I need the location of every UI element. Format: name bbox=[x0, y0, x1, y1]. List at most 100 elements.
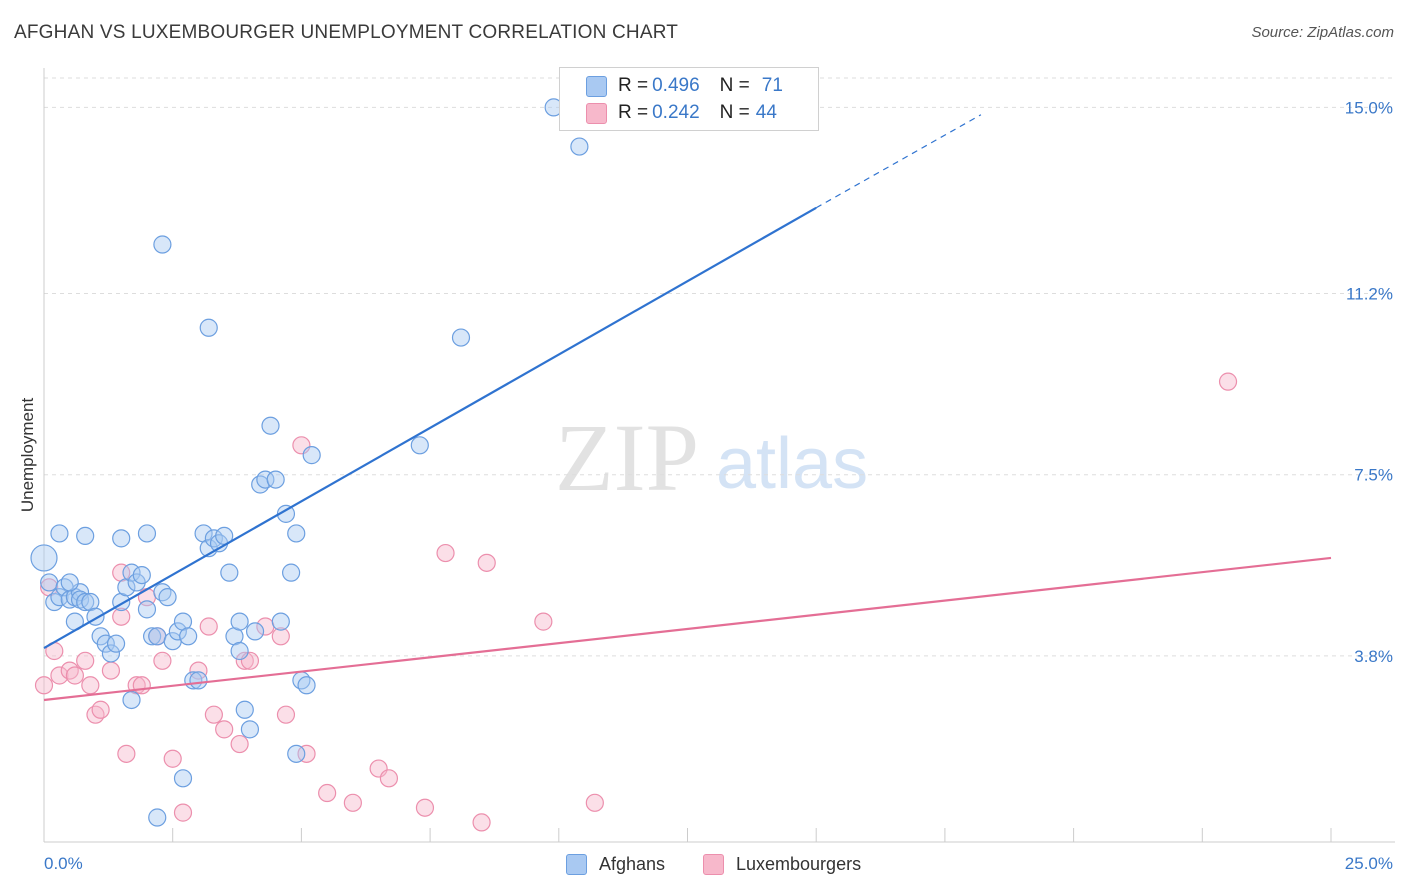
lux-point-6 bbox=[81, 676, 100, 695]
lux-point-20 bbox=[189, 661, 208, 680]
watermark: ZIP atlas bbox=[555, 404, 868, 511]
lux-point-37 bbox=[436, 543, 455, 563]
y-tick-label-2: 11.2% bbox=[1346, 284, 1393, 303]
afghans-point-51 bbox=[282, 563, 301, 582]
afghans-point-24 bbox=[143, 627, 162, 646]
afghans-point-0 bbox=[30, 544, 58, 572]
afghans-point-23 bbox=[137, 600, 157, 619]
legend-afghans-r-label: R = bbox=[618, 75, 649, 96]
lux-point-41 bbox=[585, 793, 604, 812]
lux-point-43 bbox=[34, 676, 54, 695]
afghans-point-44 bbox=[245, 622, 265, 641]
afghans-point-22 bbox=[132, 565, 151, 585]
bottom-legend-afghans: Afghans bbox=[566, 852, 665, 876]
luxembourgers-points bbox=[34, 372, 1238, 832]
luxembourgers-trend-line bbox=[43, 556, 1332, 702]
lux-point-33 bbox=[343, 793, 362, 812]
lux-point-19 bbox=[173, 803, 193, 822]
legend-lux-n-value: 44 bbox=[755, 102, 777, 123]
lux-point-14 bbox=[132, 676, 151, 695]
x-tick-label-max: 25.0% bbox=[1345, 854, 1393, 873]
lux-point-8 bbox=[91, 700, 110, 719]
lux-point-7 bbox=[86, 705, 105, 724]
lux-point-3 bbox=[60, 661, 79, 680]
afghans-point-68 bbox=[76, 526, 95, 546]
lux-point-22 bbox=[204, 705, 223, 724]
lux-point-23 bbox=[215, 720, 234, 739]
bottom-legend-luxembourgers: Luxembourgers bbox=[703, 852, 861, 876]
lux-point-39 bbox=[477, 553, 496, 572]
lux-point-12 bbox=[117, 744, 136, 763]
lux-point-21 bbox=[199, 617, 218, 636]
afghans-point-33 bbox=[189, 671, 208, 690]
grid bbox=[44, 77, 1395, 657]
afghans-point-48 bbox=[266, 470, 285, 489]
afghans-point-64 bbox=[451, 328, 471, 347]
lux-point-4 bbox=[65, 666, 84, 685]
legend-afghans-n-value: 71 bbox=[761, 75, 783, 96]
lux-point-42 bbox=[1218, 372, 1238, 391]
afghans-point-70 bbox=[137, 524, 157, 543]
legend-afghans-r-value: 0.496 bbox=[652, 75, 700, 96]
lux-point-31 bbox=[297, 744, 316, 763]
afghans-point-29 bbox=[168, 622, 187, 641]
afghans-point-11 bbox=[76, 592, 95, 612]
lux-point-11 bbox=[112, 607, 131, 626]
afghans-point-59 bbox=[230, 612, 249, 631]
legend: R = 0.496 N = 71 R = 0.242 N = 44 bbox=[559, 67, 819, 131]
lux-point-40 bbox=[534, 612, 553, 631]
afghans-point-41 bbox=[230, 641, 249, 661]
afghans-point-16 bbox=[101, 644, 121, 663]
chart-title: AFGHAN VS LUXEMBOURGER UNEMPLOYMENT CORR… bbox=[14, 22, 679, 43]
lux-point-17 bbox=[153, 651, 172, 670]
afghans-point-15 bbox=[96, 634, 115, 653]
lux-point-36 bbox=[415, 798, 435, 817]
afghans-points bbox=[30, 98, 589, 827]
y-tick-label-1: 7.5% bbox=[1354, 466, 1393, 485]
afghans-point-69 bbox=[112, 529, 131, 548]
afghans-point-8 bbox=[60, 573, 79, 592]
lux-point-24 bbox=[230, 734, 249, 754]
afghans-point-57 bbox=[173, 769, 193, 788]
afghans-point-58 bbox=[199, 318, 218, 337]
legend-afghans-n-label: N = bbox=[719, 75, 750, 96]
x-tick-label-min: 0.0% bbox=[44, 854, 83, 873]
bottom-swatch-luxembourgers bbox=[703, 853, 724, 875]
lux-point-32 bbox=[318, 783, 337, 803]
afghans-trend-extension bbox=[815, 114, 982, 209]
afghans-point-66 bbox=[570, 137, 589, 156]
source-label: Source: ZipAtlas.com bbox=[1251, 24, 1394, 41]
afghans-point-43 bbox=[240, 720, 260, 739]
legend-row-luxembourgers: R = 0.242 N = 44 bbox=[618, 101, 777, 125]
lux-point-9 bbox=[101, 661, 121, 680]
afghans-point-39 bbox=[220, 563, 239, 582]
trend-lines bbox=[43, 114, 1332, 702]
lux-point-38 bbox=[472, 813, 491, 832]
y-tick-label-3: 15.0% bbox=[1345, 98, 1393, 117]
lux-point-28 bbox=[271, 627, 290, 646]
afghans-point-27 bbox=[158, 588, 177, 607]
lux-point-2 bbox=[50, 666, 69, 685]
watermark-zip: ZIP bbox=[555, 404, 699, 511]
afghans-trend-line bbox=[43, 206, 817, 650]
afghans-point-25 bbox=[148, 627, 167, 646]
afghans-point-1 bbox=[40, 573, 59, 592]
legend-lux-r-label: R = bbox=[618, 102, 649, 123]
afghans-point-54 bbox=[297, 676, 316, 695]
legend-lux-r-value: 0.242 bbox=[652, 102, 700, 123]
afghans-point-31 bbox=[179, 627, 198, 646]
bottom-swatch-afghans bbox=[566, 853, 587, 875]
legend-swatch-luxembourgers bbox=[586, 103, 607, 124]
legend-swatch-afghans bbox=[586, 76, 607, 97]
legend-lux-n-label: N = bbox=[719, 102, 750, 123]
lux-point-29 bbox=[276, 705, 296, 724]
bottom-legend-afghans-label: Afghans bbox=[599, 853, 666, 874]
afghans-point-52 bbox=[287, 744, 306, 763]
afghans-point-67 bbox=[50, 524, 69, 543]
watermark-atlas: atlas bbox=[716, 424, 868, 504]
lux-point-18 bbox=[163, 749, 182, 768]
afghans-point-61 bbox=[153, 235, 172, 254]
legend-row-afghans: R = 0.496 N = 71 bbox=[618, 74, 783, 98]
afghans-point-63 bbox=[410, 436, 429, 455]
